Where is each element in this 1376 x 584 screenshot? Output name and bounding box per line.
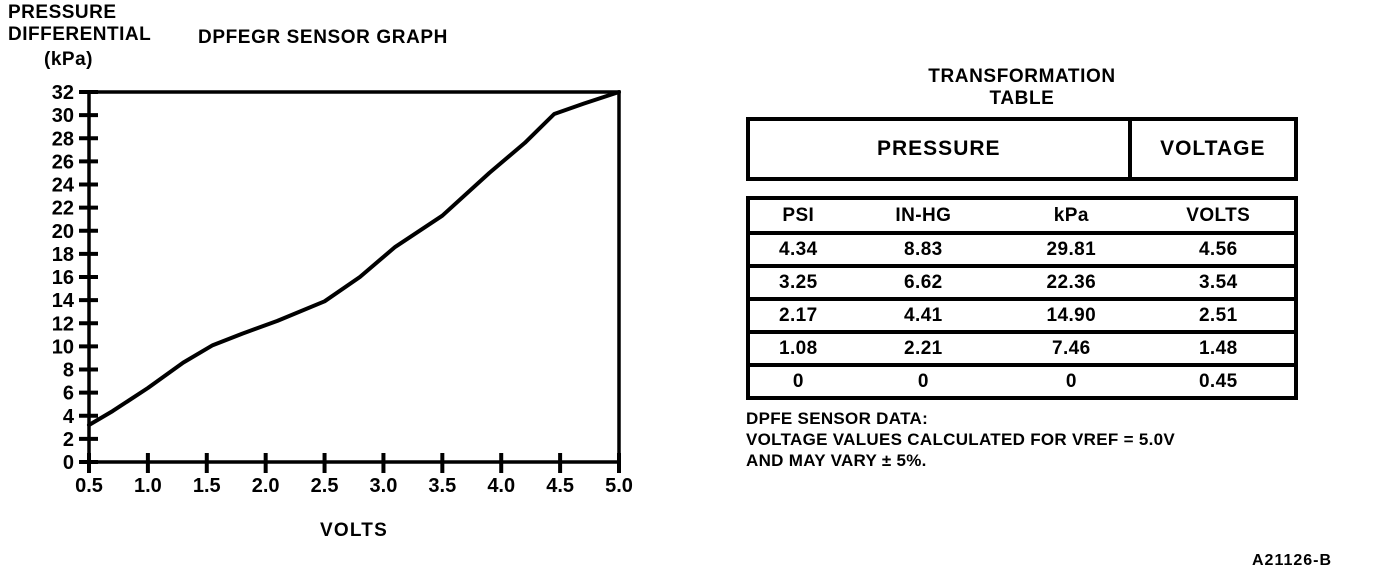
transformation-table-body: 4.34 8.83 29.81 4.56 3.25 6.62 22.36 3.54 2.17 4.… [748,231,1296,398]
table-cell: 3.54 [1142,264,1296,299]
figure-code: A21126-B [1252,552,1333,569]
note-line1: DPFE SENSOR DATA: [746,409,929,428]
y-tick-label: 14 [52,290,75,312]
sensor-curve [87,90,621,427]
y-tick-label: 4 [63,406,75,428]
x-tick-label: 3.5 [428,475,456,497]
table-cell: 0 [748,363,847,398]
table-title-line2: TABLE [989,88,1055,109]
table-header-row: PSI IN-HG kPa VOLTS [748,198,1296,233]
table-cell: 1.08 [748,330,847,365]
table-cell: 14.90 [1000,297,1143,332]
table-cell: 4.41 [846,297,1001,332]
y-tick-label: 30 [52,105,74,127]
table-cell: 2.51 [1142,297,1296,332]
table-cell: 8.83 [846,231,1001,266]
table-title-line1: TRANSFORMATION [928,66,1116,87]
table-cell: 2.17 [748,297,847,332]
y-tick-label: 8 [63,360,74,382]
y-tick-label: 18 [52,244,74,266]
plot-frame [87,90,621,464]
table-cell: 6.62 [846,264,1001,299]
y-tick-label: 32 [52,82,74,104]
y-tick-label: 24 [52,175,75,197]
table-row: 0 0 0 0.45 [748,363,1296,398]
table-group-header: PRESSURE VOLTAGE [746,117,1298,181]
y-tick-label: 26 [52,151,74,173]
x-tick-label: 4.0 [487,475,515,497]
x-tick-label: 1.5 [193,475,221,497]
table-cell: 22.36 [1000,264,1143,299]
y-tick-label: 16 [52,267,74,289]
sensor-data-note: DPFE SENSOR DATA: VOLTAGE VALUES CALCULA… [746,408,1298,471]
table-cell: 0 [1000,363,1143,398]
group-header-pressure: PRESSURE [750,121,1132,177]
y-tick-label: 0 [63,452,74,474]
y-axis-title-line2: DIFFERENTIAL [8,24,152,45]
y-axis-title-line1: PRESSURE [8,2,117,23]
table-cell: 29.81 [1000,231,1143,266]
x-tick-label: 4.5 [546,475,574,497]
table-cell: 7.46 [1000,330,1143,365]
column-header-inhg: IN-HG [895,204,952,226]
graph-title: DPFEGR SENSOR GRAPH [198,27,448,48]
x-tick-label: 2.0 [252,475,280,497]
x-tick-label: 0.5 [75,475,103,497]
x-tick-label: 3.0 [370,475,398,497]
x-tick-label: 2.5 [311,475,339,497]
group-header-voltage: VOLTAGE [1160,137,1266,160]
transformation-table-block: TRANSFORMATION TABLE PRESSURE VOLTAGE PSI… [746,66,1298,471]
table-cell: 3.25 [748,264,847,299]
table-cell: 0.45 [1142,363,1296,398]
x-tick-label: 5.0 [605,475,633,497]
y-tick-label: 2 [63,429,74,451]
table-title: TRANSFORMATION TABLE [746,66,1298,110]
table-cell: 1.48 [1142,330,1296,365]
y-tick-label: 6 [63,383,74,405]
y-axis-unit: (kPa) [44,49,93,70]
y-axis-title: PRESSURE DIFFERENTIAL [8,2,151,46]
column-header-volts: VOLTS [1186,204,1251,226]
y-tick-label: 12 [52,313,74,335]
table-row: 4.34 8.83 29.81 4.56 [748,231,1296,266]
transformation-table: PSI IN-HG kPa VOLTS 4.34 8.83 29.81 4.56 3.2… [746,196,1298,400]
table-cell: 4.34 [748,231,847,266]
table-row: 2.17 4.41 14.90 2.51 [748,297,1296,332]
note-line3: AND MAY VARY ± 5%. [746,451,927,470]
y-tick-label: 10 [52,336,74,358]
x-axis-title: VOLTS [320,520,388,541]
table-cell: 0 [846,363,1001,398]
table-row: 1.08 2.21 7.46 1.48 [748,330,1296,365]
table-cell: 2.21 [846,330,1001,365]
table-cell: 4.56 [1142,231,1296,266]
column-header-kpa: kPa [1053,204,1089,226]
y-tick-label: 22 [52,198,74,220]
column-header-psi: PSI [782,204,815,226]
x-tick-label: 1.0 [134,475,162,497]
y-tick-label: 28 [52,128,74,150]
table-row: 3.25 6.62 22.36 3.54 [748,264,1296,299]
note-line2: VOLTAGE VALUES CALCULATED FOR VREF = 5.0… [746,430,1175,449]
y-tick-label: 20 [52,221,74,243]
